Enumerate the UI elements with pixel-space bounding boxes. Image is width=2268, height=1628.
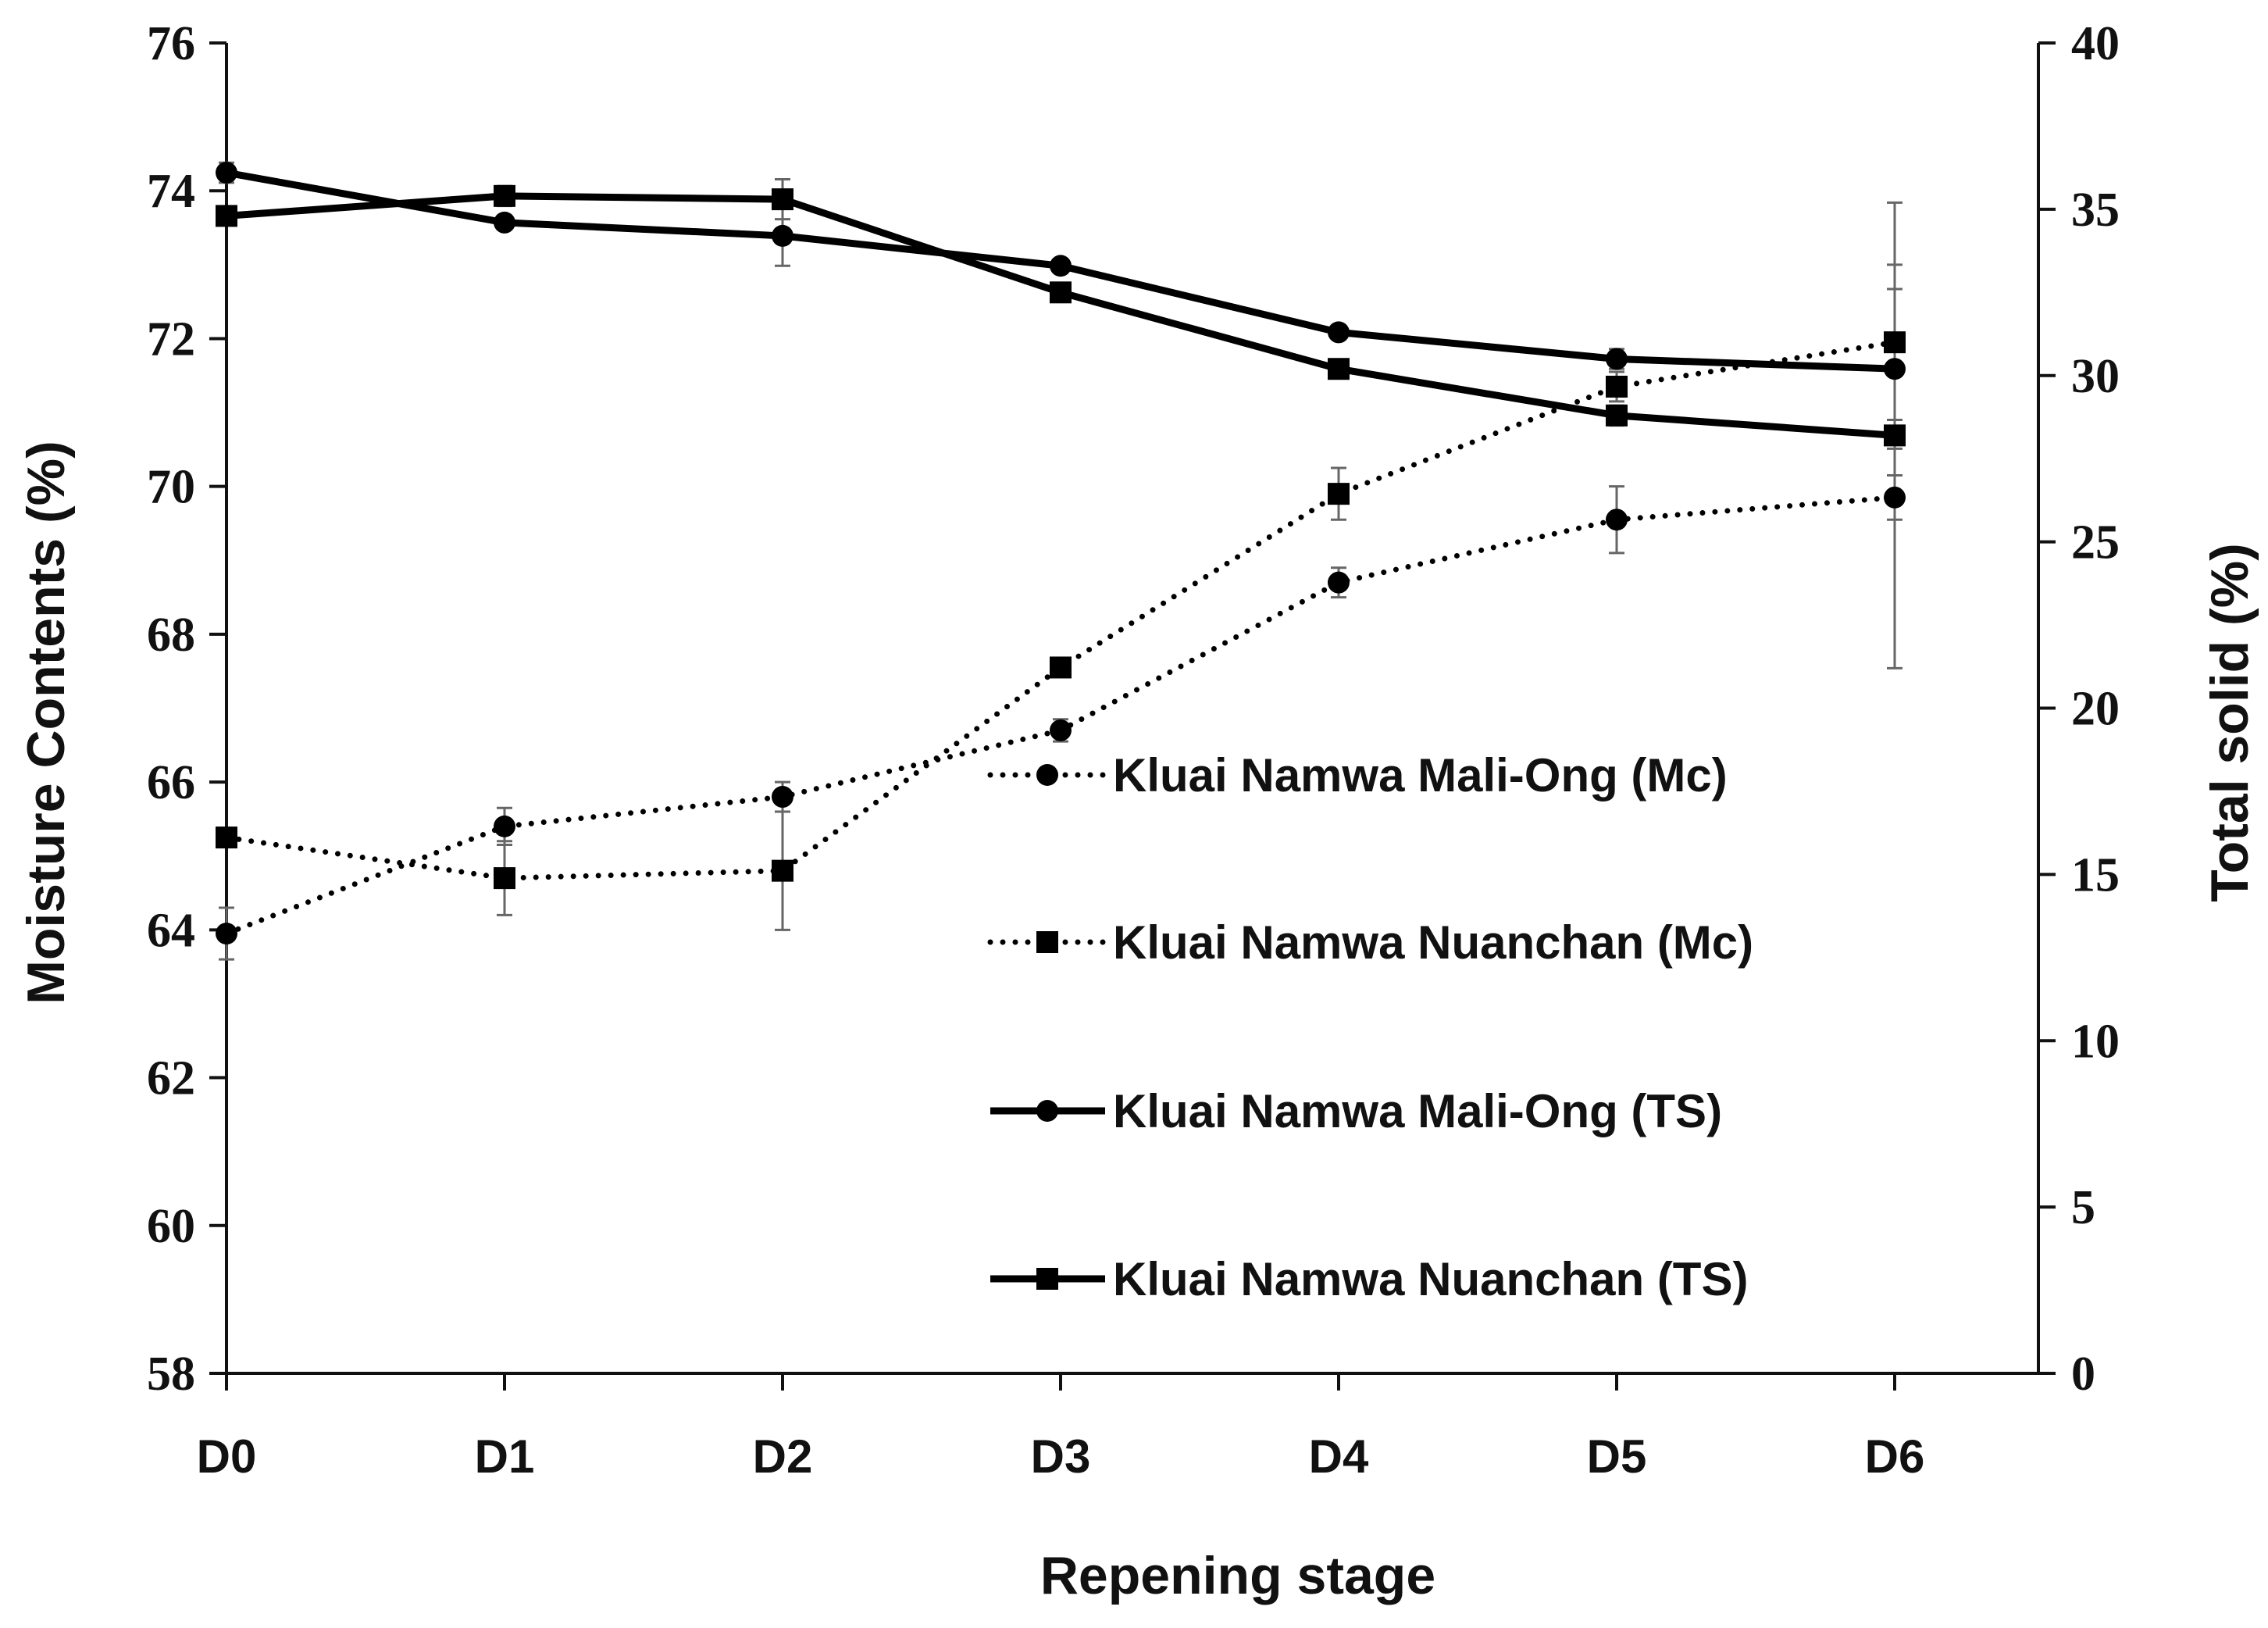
series-4-point bbox=[494, 184, 515, 207]
legend: Kluai Namwa Mali-Ong (Mc) Kluai Namwa Nua… bbox=[987, 749, 1753, 1305]
legend-item-1-label: Kluai Namwa Mali-Ong (Mc) bbox=[1113, 749, 1728, 802]
series-3-point bbox=[1050, 255, 1072, 277]
series-1-point bbox=[216, 923, 237, 945]
x-tick-label: D0 bbox=[197, 1430, 257, 1483]
left-y-tick-label: 66 bbox=[147, 756, 195, 809]
legend-item-3-label: Kluai Namwa Mali-Ong (TS) bbox=[1113, 1085, 1722, 1137]
series-1-point bbox=[1606, 509, 1628, 531]
series-4-point bbox=[1328, 358, 1350, 380]
series-2-point bbox=[1328, 483, 1350, 505]
right-y-tick-label: 0 bbox=[2071, 1348, 2095, 1401]
right-y-axis-title: Total solid (%) bbox=[2200, 543, 2259, 902]
series-3-point bbox=[1328, 321, 1350, 344]
left-y-tick-label: 64 bbox=[147, 904, 195, 957]
legend-item-4-label: Kluai Namwa Nuanchan (TS) bbox=[1113, 1253, 1748, 1305]
left-y-axis-title: Moisture Contents (%) bbox=[16, 441, 76, 1005]
left-y-tick-label: 74 bbox=[147, 165, 195, 218]
right-y-tick-label: 10 bbox=[2071, 1015, 2120, 1068]
right-y-tick-label: 25 bbox=[2071, 516, 2120, 569]
series-3-point bbox=[494, 211, 515, 234]
series-1-point bbox=[1050, 719, 1072, 741]
series-4-point bbox=[1884, 424, 1906, 447]
series-2-point bbox=[494, 867, 515, 890]
left-y-tick-label: 70 bbox=[147, 461, 195, 514]
series-4-line bbox=[226, 192, 1895, 439]
left-y-tick-label: 58 bbox=[147, 1348, 195, 1401]
legend-item-1-marker bbox=[1036, 764, 1058, 786]
left-y-tick-label: 62 bbox=[147, 1052, 195, 1105]
legend-item-2-marker bbox=[1036, 931, 1058, 953]
series-4-point bbox=[1050, 281, 1072, 304]
series-2-point bbox=[772, 859, 793, 882]
series-2-point bbox=[216, 826, 237, 849]
right-y-tick-label: 40 bbox=[2071, 17, 2120, 70]
left-y-tick-label: 76 bbox=[147, 17, 195, 70]
x-tick-label: D2 bbox=[753, 1430, 813, 1483]
series-3-point bbox=[1606, 348, 1628, 370]
series-4-point bbox=[1606, 404, 1628, 427]
series-3-point bbox=[1884, 358, 1906, 380]
series-4-point bbox=[772, 188, 793, 211]
legend-item-4-marker bbox=[1036, 1268, 1058, 1290]
right-y-tick-label: 5 bbox=[2071, 1181, 2095, 1234]
right-y-tick-label: 20 bbox=[2071, 683, 2120, 736]
series-1-point bbox=[772, 786, 793, 809]
x-tick-label: D4 bbox=[1309, 1430, 1369, 1483]
series-2-point bbox=[1884, 331, 1906, 354]
series-3-point bbox=[216, 162, 237, 184]
series-4-point bbox=[216, 205, 237, 227]
axes bbox=[225, 43, 2040, 1375]
series-1-line bbox=[223, 494, 1898, 937]
series-1-point bbox=[1328, 571, 1350, 594]
x-axis-title: Repening stage bbox=[1040, 1546, 1435, 1605]
series-markers bbox=[216, 162, 1906, 945]
series-2-point bbox=[1606, 375, 1628, 398]
left-y-tick-label: 72 bbox=[147, 312, 195, 366]
x-tick-label: D5 bbox=[1587, 1430, 1647, 1483]
x-tick-label: D1 bbox=[475, 1430, 535, 1483]
x-tick-label: D6 bbox=[1865, 1430, 1925, 1483]
x-tick-label: D3 bbox=[1031, 1430, 1091, 1483]
right-y-tick-label: 15 bbox=[2071, 848, 2120, 901]
series-1-point bbox=[494, 815, 515, 837]
series-3-point bbox=[772, 224, 793, 247]
ticks: 58 60 62 64 66 68 70 72 74 76 0 5 10 15 20 25 30 35 40 D0 D1… bbox=[147, 17, 2120, 1483]
series-2-point bbox=[1050, 656, 1072, 679]
legend-item-2-label: Kluai Namwa Nuanchan (Mc) bbox=[1113, 916, 1753, 969]
legend-item-3-marker bbox=[1036, 1100, 1058, 1122]
series-1-point bbox=[1884, 486, 1906, 509]
right-y-tick-label: 30 bbox=[2071, 350, 2120, 403]
left-y-tick-label: 60 bbox=[147, 1200, 195, 1253]
right-y-tick-label: 35 bbox=[2071, 184, 2120, 237]
left-y-tick-label: 68 bbox=[147, 609, 195, 662]
